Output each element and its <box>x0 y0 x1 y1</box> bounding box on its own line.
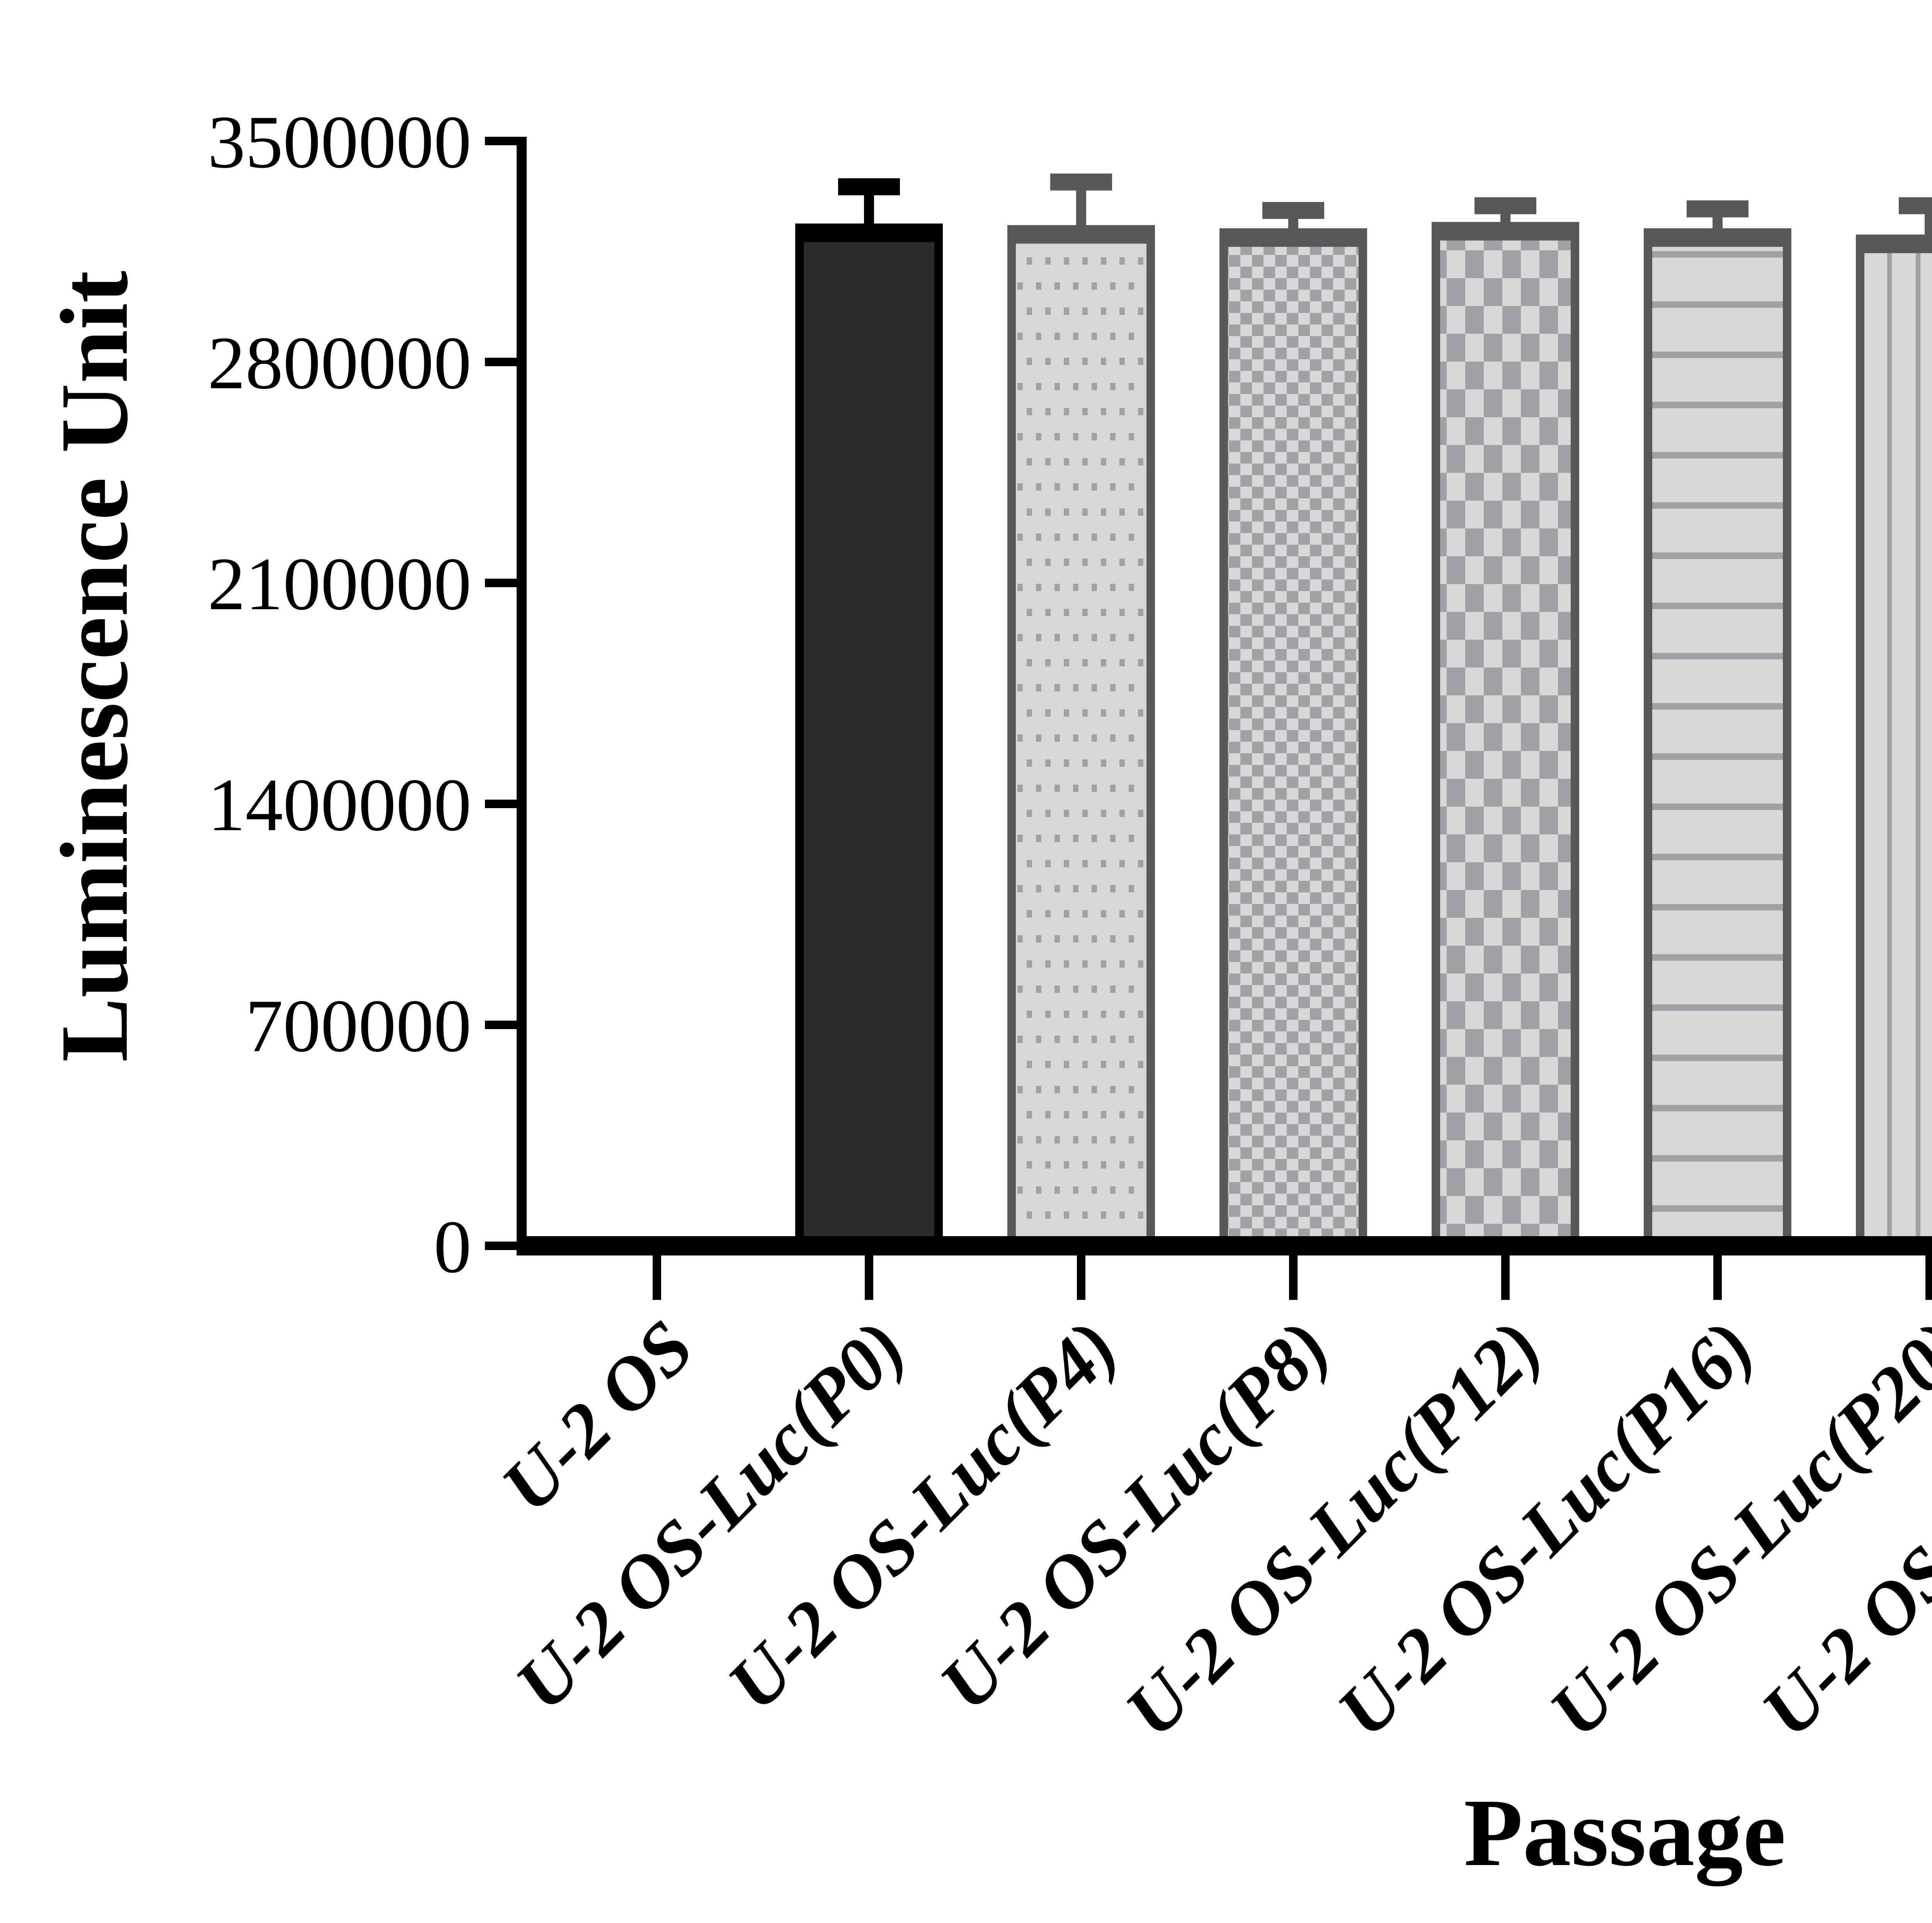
bars-group <box>795 173 1932 1250</box>
x-category-label: U-2 OS-Luc(P4) <box>712 1305 1133 1726</box>
y-tick-label: 2100000 <box>208 542 472 626</box>
bar-u-2-os-luc-p16 <box>1644 228 1791 1250</box>
x-tick <box>1713 1255 1722 1300</box>
x-axis-line <box>517 1236 1932 1255</box>
bar-u-2-os-luc-p8 <box>1219 228 1367 1250</box>
error-bar-cap-u-2-os-luc-p8 <box>1262 202 1324 219</box>
bar-u-2-os-luc-p20 <box>1856 234 1932 1250</box>
bar-top-band-u-2-os-luc-p16 <box>1644 228 1791 247</box>
bar-top-band-u-2-os-luc-p8 <box>1219 228 1367 247</box>
y-tick <box>485 800 522 808</box>
bar-group-u-2-os-luc-p20 <box>1856 197 1932 1250</box>
bar-u-2-os-luc-p4 <box>1007 225 1155 1250</box>
y-tick <box>485 1021 522 1029</box>
x-tick <box>865 1255 873 1300</box>
bar-u-2-os-luc-p12 <box>1432 222 1579 1250</box>
x-tick <box>1289 1255 1298 1300</box>
bar-group-u-2-os-luc-p4 <box>1007 173 1155 1250</box>
x-tick <box>1925 1255 1932 1300</box>
bar-group-u-2-os-luc-p8 <box>1219 202 1367 1250</box>
y-axis-title: Luminescence Unit <box>41 270 148 1062</box>
bar-group-u-2-os-luc-p16 <box>1644 200 1791 1250</box>
x-category-label: U-2 OS-Luc(P0) <box>500 1305 921 1726</box>
bar-group-u-2-os-luc-p12 <box>1432 197 1579 1250</box>
y-tick-label: 3500000 <box>208 100 472 184</box>
x-category-label: U-2 OS-Luc(P8) <box>924 1305 1345 1726</box>
error-bar-cap-u-2-os-luc-p4 <box>1050 173 1112 191</box>
y-tick-label: 1400000 <box>208 763 472 847</box>
bar-top-band-u-2-os-luc-p0 <box>795 223 943 242</box>
error-bar-cap-u-2-os-luc-p20 <box>1899 197 1932 214</box>
y-tick <box>485 358 522 366</box>
bar-top-band-u-2-os-luc-p4 <box>1007 225 1155 244</box>
bar-top-band-u-2-os-luc-p20 <box>1856 234 1932 253</box>
y-tick-label: 2800000 <box>208 321 472 405</box>
x-axis-title: Passage <box>1464 1779 1786 1886</box>
error-bar-cap-u-2-os-luc-p16 <box>1687 200 1748 217</box>
bar-u-2-os-luc-p0 <box>795 223 943 1250</box>
error-bar-cap-u-2-os-luc-p12 <box>1475 197 1536 214</box>
y-tick <box>485 137 522 145</box>
bar-top-band-u-2-os-luc-p12 <box>1432 222 1579 241</box>
x-tick <box>1077 1255 1085 1300</box>
y-axis-line <box>517 137 527 1255</box>
y-tick <box>485 1242 522 1250</box>
y-tick-label: 700000 <box>245 984 471 1068</box>
x-tick <box>1501 1255 1510 1300</box>
error-bar-cap-u-2-os-luc-p0 <box>838 178 900 195</box>
y-tick <box>485 579 522 587</box>
y-tick-label: 0 <box>434 1205 472 1289</box>
bar-group-u-2-os-luc-p0 <box>795 178 943 1250</box>
x-tick <box>653 1255 661 1300</box>
